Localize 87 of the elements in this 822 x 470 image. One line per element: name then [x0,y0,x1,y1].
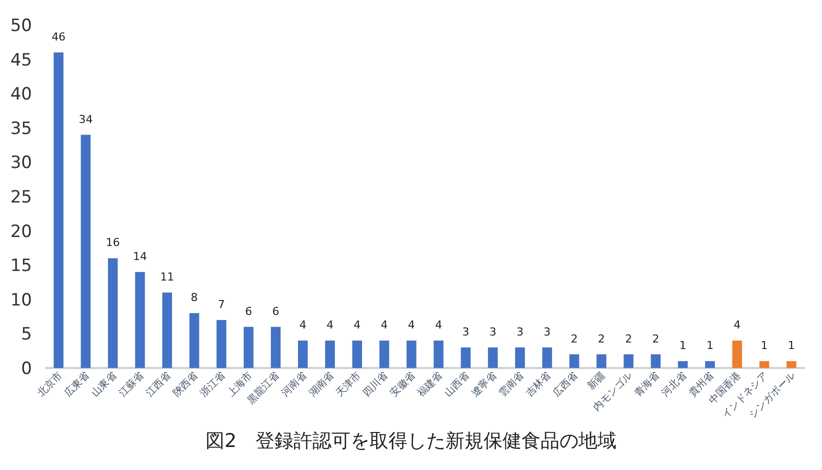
data-label: 11 [160,270,174,284]
x-tick-label: 江蘇省 [116,370,146,400]
y-tick-label: 15 [10,256,32,276]
bar [705,361,715,368]
bar [216,320,226,368]
bar [542,347,552,368]
bar [460,347,471,368]
y-tick-label: 5 [21,324,32,345]
x-tick-label: 河北省 [659,370,689,400]
data-label: 1 [788,339,795,352]
y-tick-label: 45 [10,50,32,70]
data-label: 2 [570,332,578,346]
data-label: 34 [78,112,93,126]
data-label: 3 [544,325,551,338]
y-tick-label: 50 [10,16,32,36]
y-tick-label: 25 [10,188,32,208]
data-label: 4 [435,318,442,332]
text: 図2 登録許認可を取得した新規保健食品の地域 [205,430,617,452]
data-label: 2 [625,332,632,346]
bar [596,354,606,368]
x-tick-label: 青海省 [632,370,662,400]
bar [488,347,498,368]
bar [732,340,742,368]
bar [379,340,390,368]
y-tick-label: 10 [10,290,32,310]
x-tick-label: 陝西省 [170,370,200,400]
bar [624,354,634,368]
x-tick-label: 雲南省 [496,370,526,400]
data-label: 1 [760,339,768,352]
data-label: 8 [190,291,198,304]
data-label: 1 [679,339,686,352]
x-tick-label: 河南省 [279,370,309,400]
data-label: 7 [218,298,225,311]
bar [270,326,281,368]
data-label: 46 [52,30,66,44]
x-tick-label: 山西省 [442,370,472,400]
x-tick-label: 江西省 [144,370,174,400]
x-tick-label: 北京市 [34,370,65,400]
bar [678,361,688,368]
data-label: 1 [706,339,714,352]
bar [108,258,118,368]
x-tick-label: 浙江省 [198,370,228,400]
data-label: 3 [462,325,470,338]
bar [298,340,308,368]
data-label: 2 [598,332,605,346]
x-tick-label: 新疆 [584,370,608,392]
data-label: 6 [272,304,280,318]
x-tick-label: 山東省 [89,370,119,400]
bar [786,361,796,368]
y-tick-label: 20 [10,222,32,242]
bar [54,52,64,368]
data-label: 14 [133,250,147,263]
data-label: 6 [245,304,252,318]
bar [569,354,580,368]
y-tick-label: 0 [21,359,32,379]
x-tick-label: 遼寧省 [469,370,499,400]
bar [434,340,444,368]
bar [135,272,145,368]
data-label: 4 [299,318,306,332]
bar [515,347,525,368]
data-label: 2 [652,332,660,346]
x-tick-label: 天津市 [334,370,364,400]
bar [352,340,362,368]
bar [162,292,172,368]
data-label: 16 [106,236,120,250]
data-label: 4 [408,318,415,332]
x-tick-label: 吉林省 [524,370,554,400]
data-label: 4 [354,318,361,332]
data-label: 4 [734,318,741,332]
x-tick-label: 四川省 [360,370,390,400]
bar [325,340,335,368]
bar [189,313,200,368]
x-tick-label: 湖南省 [306,370,336,400]
x-tick-label: 広東省 [62,370,92,400]
data-label: 3 [489,325,496,338]
bar [650,354,661,368]
bar [406,340,416,368]
bar [759,361,770,368]
data-label: 4 [326,318,334,332]
bar [244,326,254,368]
data-label: 4 [380,318,388,332]
y-tick-label: 40 [10,84,32,105]
x-tick-label: 広西省 [550,370,580,400]
data-label: 3 [516,325,524,338]
bar [80,134,91,368]
y-tick-label: 30 [10,153,32,174]
y-tick-label: 35 [10,118,32,139]
